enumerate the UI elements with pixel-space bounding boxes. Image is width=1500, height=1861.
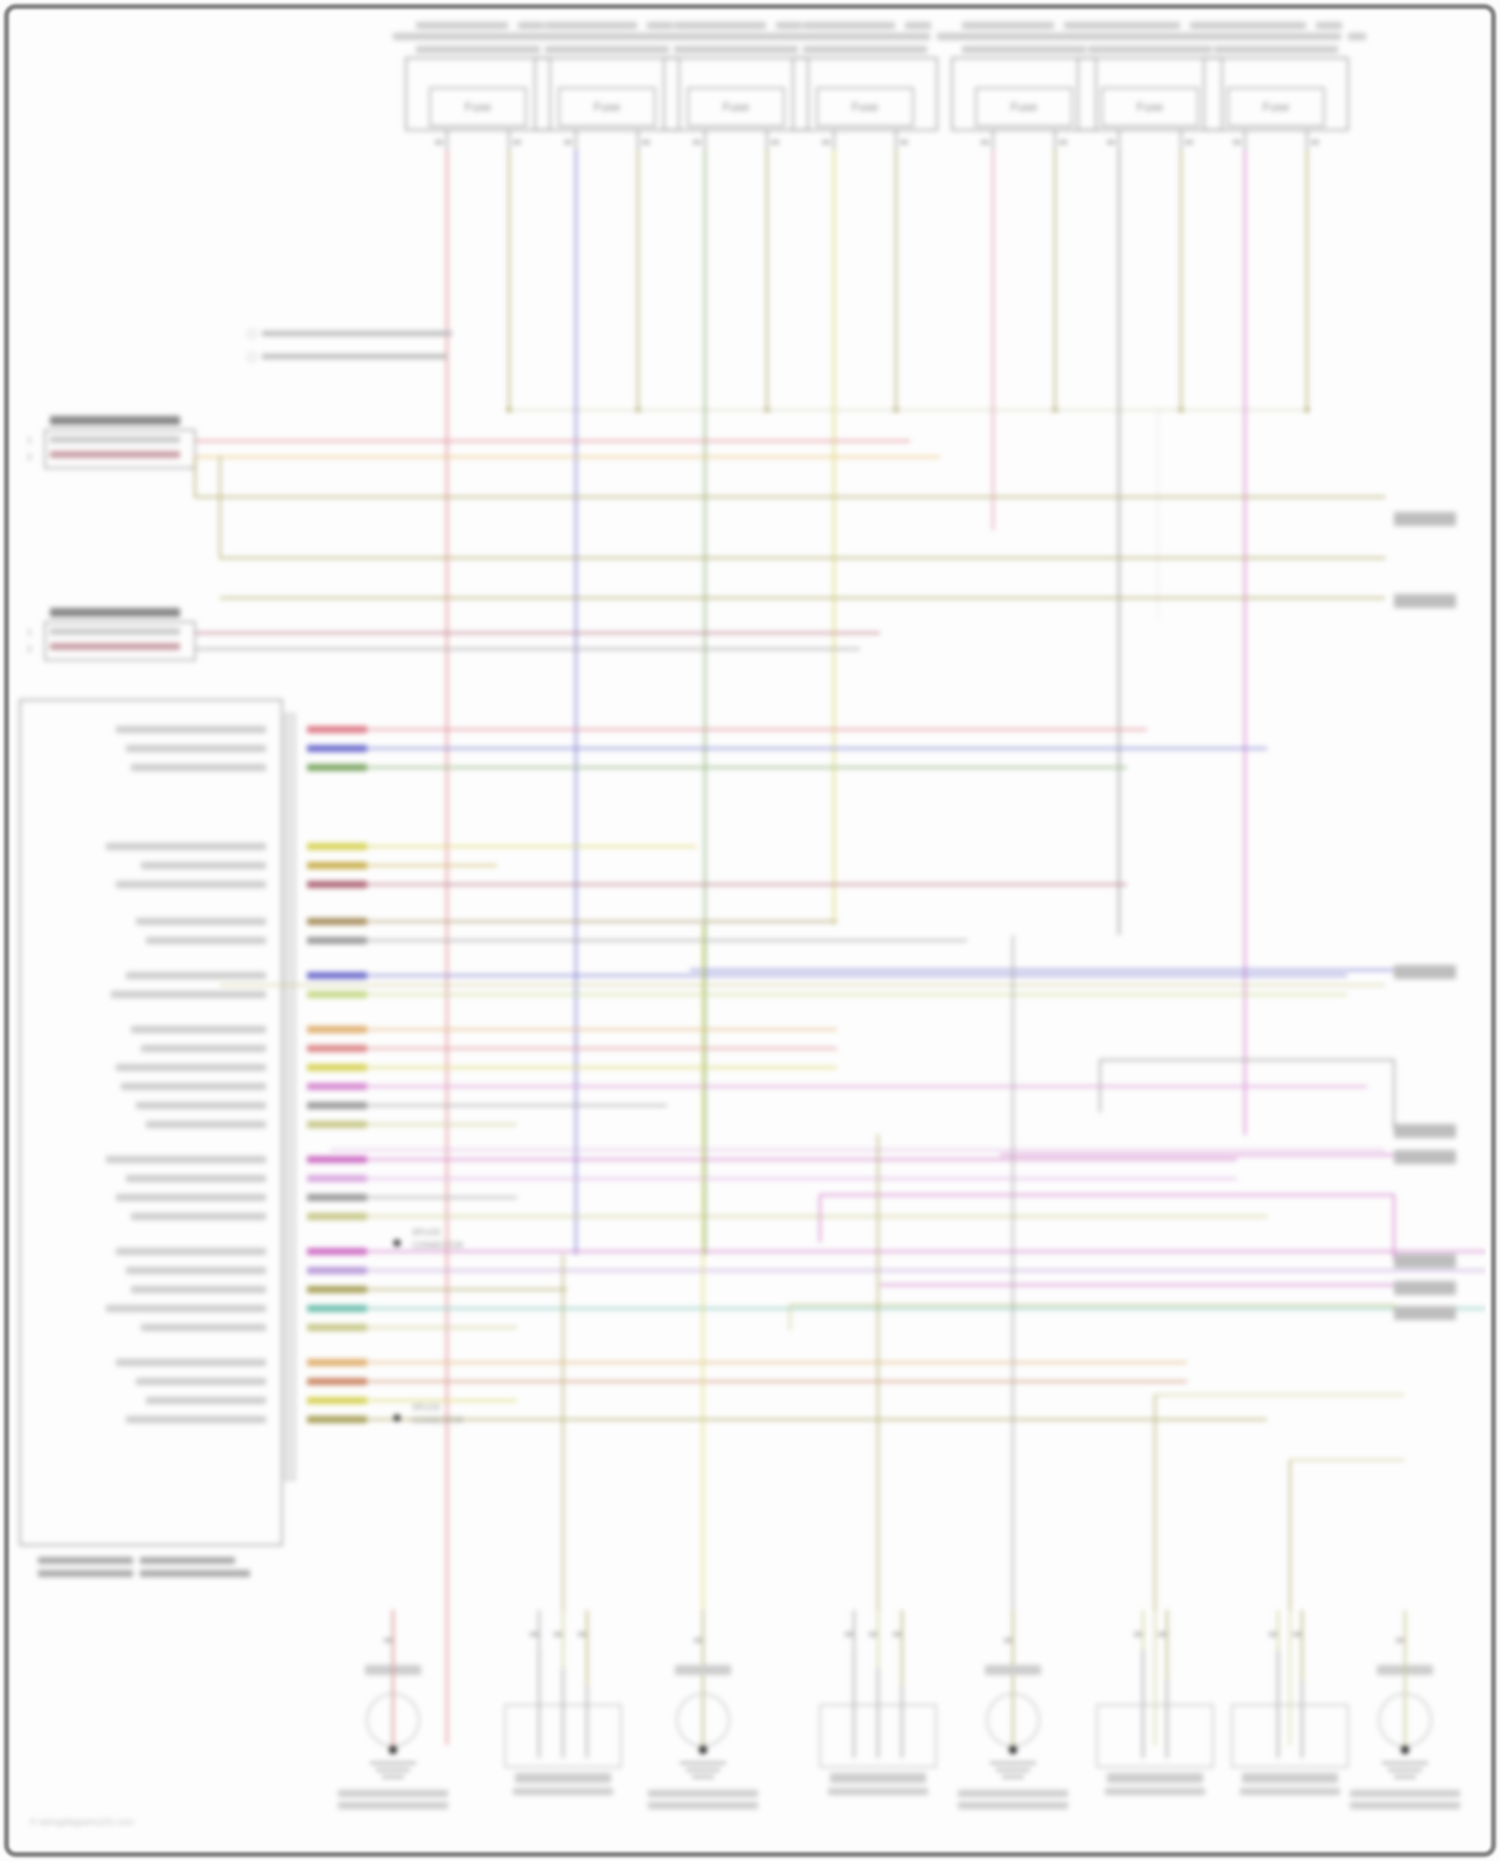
- svg-text:Fuse: Fuse: [1137, 100, 1164, 114]
- svg-text:2: 2: [27, 644, 32, 654]
- svg-text:Fuse: Fuse: [723, 100, 750, 114]
- svg-text:SPLICE: SPLICE: [412, 1403, 440, 1412]
- svg-text:Fuse: Fuse: [465, 100, 492, 114]
- svg-text:SPLICE: SPLICE: [412, 1228, 440, 1237]
- svg-text:Fuse: Fuse: [1263, 100, 1290, 114]
- svg-text:2: 2: [27, 452, 32, 462]
- svg-text:Fuse: Fuse: [1011, 100, 1038, 114]
- svg-text:Fuse: Fuse: [594, 100, 621, 114]
- svg-text:Fuse: Fuse: [852, 100, 879, 114]
- svg-text:1: 1: [27, 435, 32, 445]
- svg-text:CONNECTOR: CONNECTOR: [412, 1416, 464, 1425]
- svg-text:1: 1: [27, 627, 32, 637]
- svg-text:CONNECTOR: CONNECTOR: [412, 1241, 464, 1250]
- svg-text:© wiringdiagrams101.com: © wiringdiagrams101.com: [30, 1817, 134, 1827]
